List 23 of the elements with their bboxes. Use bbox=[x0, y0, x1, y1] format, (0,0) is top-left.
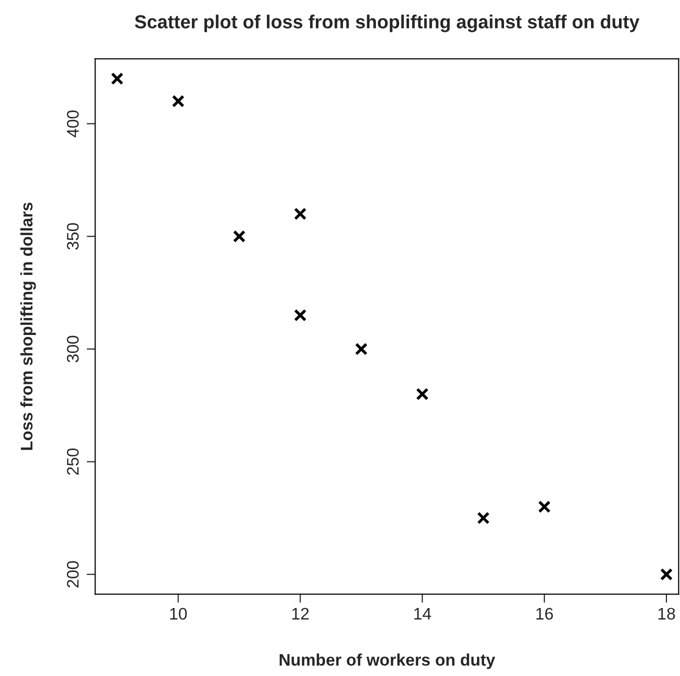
point bbox=[110, 72, 124, 85]
point bbox=[477, 512, 490, 524]
y-tick-label: 200 bbox=[66, 561, 79, 588]
point bbox=[416, 388, 429, 400]
x-tick-label: 16 bbox=[536, 608, 553, 620]
point bbox=[172, 94, 184, 108]
x-axis-title: Number of workers on duty bbox=[280, 653, 496, 670]
point bbox=[294, 308, 307, 322]
point bbox=[538, 500, 551, 514]
x-tick-label: 12 bbox=[292, 608, 309, 620]
point bbox=[232, 230, 246, 243]
y-tick-label: 250 bbox=[66, 448, 79, 475]
y-tick-label: 300 bbox=[66, 336, 79, 362]
x-tick-label: 10 bbox=[170, 608, 187, 620]
point bbox=[354, 342, 368, 356]
y-tick-label: 350 bbox=[66, 223, 79, 250]
y-axis-title: Loss from shoplifting in dollars bbox=[20, 202, 36, 450]
point bbox=[294, 208, 307, 220]
y-tick-label: 400 bbox=[66, 110, 79, 138]
chart-title: Scatter plot of loss from shoplifting against staff on duty bbox=[134, 14, 640, 32]
point bbox=[660, 568, 673, 581]
x-tick-label: 18 bbox=[658, 608, 675, 620]
x-tick-label: 14 bbox=[414, 608, 432, 620]
